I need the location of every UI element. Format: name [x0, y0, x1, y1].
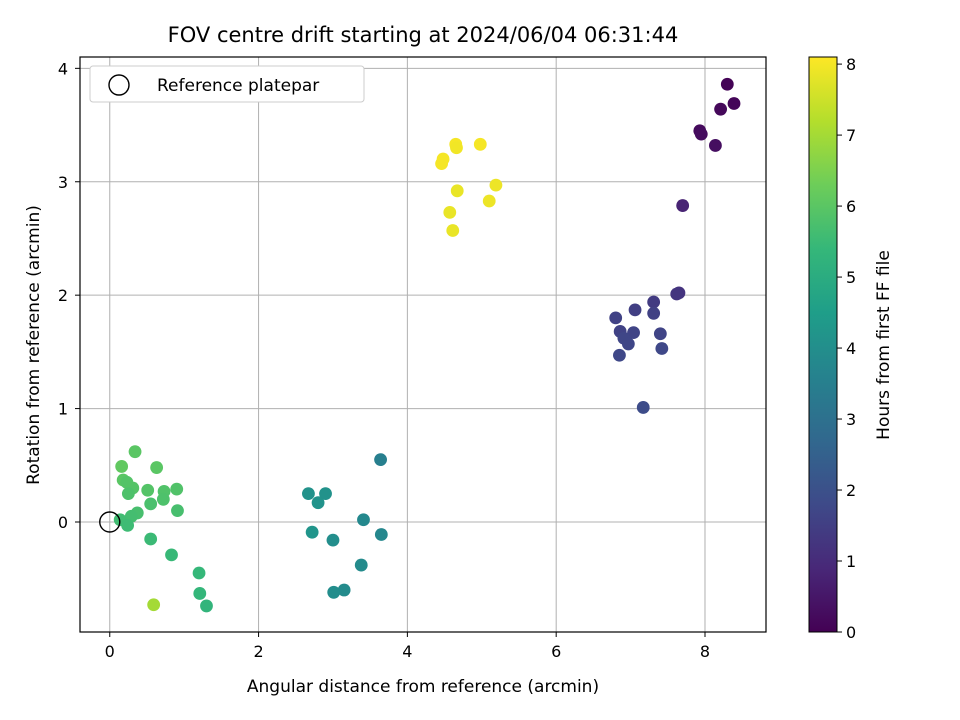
data-point: [613, 348, 626, 362]
data-point: [435, 157, 449, 171]
data-point: [621, 337, 635, 351]
data-point: [115, 460, 129, 473]
grid: [80, 57, 766, 632]
data-point: [121, 487, 135, 501]
colorbar: 0 1 2 3 4 5 6 7 8 Hours from first FF file: [808, 55, 894, 642]
data-point: [357, 513, 370, 527]
colorbar-tick-label: 0: [846, 623, 856, 642]
data-point: [720, 77, 734, 91]
chart-title: FOV centre drift starting at 2024/06/04 …: [168, 23, 679, 47]
reference-point-marker: [99, 511, 121, 533]
data-point: [171, 504, 184, 518]
data-point: [337, 583, 351, 597]
data-point: [144, 497, 158, 511]
data-point: [302, 487, 315, 501]
colorbar-label: Hours from first FF file: [874, 250, 894, 440]
data-point: [450, 184, 464, 198]
data-point: [326, 533, 340, 547]
data-point: [121, 518, 135, 532]
y-tick-label: 2: [58, 286, 68, 305]
data-point: [450, 141, 463, 155]
data-point: [354, 558, 368, 572]
colorbar-tick-label: 4: [846, 339, 856, 358]
data-point: [327, 585, 341, 599]
legend-box: [89, 65, 365, 103]
x-tick-label: 6: [551, 642, 561, 661]
data-point: [628, 303, 642, 317]
y-tick-label: 0: [58, 513, 68, 532]
data-point: [374, 528, 388, 541]
data-point: [200, 599, 213, 613]
x-tick-label: 0: [105, 642, 115, 661]
data-point: [727, 97, 741, 110]
data-point: [443, 205, 457, 219]
data-point: [192, 566, 206, 580]
data-point: [694, 127, 708, 141]
data-point: [170, 482, 184, 496]
colorbar-tick-label: 7: [846, 126, 856, 145]
colorbar-tick-label: 6: [846, 197, 856, 216]
data-point: [141, 483, 155, 497]
x-tick-label: 2: [253, 642, 263, 661]
data-point: [627, 326, 640, 339]
x-axis-ticks: 0 2 4 6 8: [105, 632, 710, 661]
data-point: [709, 139, 722, 152]
data-point: [165, 548, 178, 562]
data-point: [670, 287, 684, 301]
data-point: [374, 453, 387, 467]
data-point: [446, 224, 460, 237]
colorbar-tick-label: 5: [846, 268, 856, 287]
data-point: [489, 178, 503, 192]
data-point: [150, 461, 164, 474]
data-point: [647, 306, 661, 320]
colorbar-tick-label: 8: [846, 55, 856, 74]
x-tick-label: 8: [700, 642, 710, 661]
data-point: [647, 295, 661, 309]
colorbar-tick-label: 2: [846, 481, 856, 500]
data-point: [714, 102, 728, 116]
colorbar-ticks: 0 1 2 3 4 5 6 7 8: [837, 55, 856, 642]
y-tick-label: 4: [58, 59, 68, 78]
data-point: [636, 401, 650, 414]
data-point: [609, 311, 623, 325]
data-point: [305, 525, 319, 539]
data-point: [156, 492, 170, 506]
data-point: [655, 342, 669, 355]
data-point: [319, 487, 332, 501]
x-tick-label: 4: [402, 642, 412, 661]
data-point: [311, 496, 325, 510]
data-point: [473, 137, 487, 151]
y-axis-ticks: 0 1 2 3 4: [58, 59, 80, 532]
colorbar-tick-label: 1: [846, 552, 856, 571]
scatter-points: [99, 77, 741, 613]
colorbar-gradient: [808, 56, 838, 633]
legend-marker: [108, 74, 130, 96]
data-point: [676, 199, 690, 212]
data-point: [193, 587, 207, 600]
legend: Reference platepar: [89, 65, 365, 103]
y-axis-label: Rotation from reference (arcmin): [24, 205, 44, 485]
plot-frame: [79, 56, 767, 633]
data-point: [147, 598, 161, 612]
x-axis-label: Angular distance from reference (arcmin): [247, 677, 599, 697]
data-point: [128, 445, 142, 459]
colorbar-tick-label: 3: [846, 410, 856, 429]
data-point: [482, 194, 496, 208]
y-tick-label: 1: [58, 400, 68, 419]
y-tick-label: 3: [58, 173, 68, 192]
data-point: [653, 327, 667, 341]
legend-entry-reference: Reference platepar: [157, 76, 319, 96]
data-point: [144, 532, 158, 546]
